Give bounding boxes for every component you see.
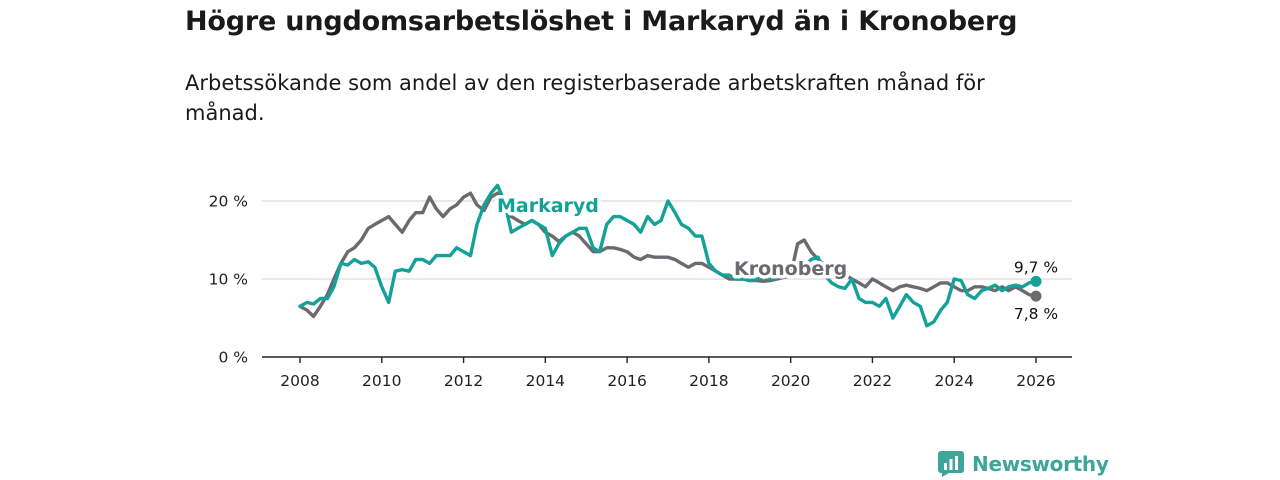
y-axis-ticks: 0 % 10 % 20 %: [209, 193, 248, 367]
end-label-markaryd: 9,7 %: [1014, 258, 1058, 276]
series-labels: 9,7 %7,8 %MarkarydMarkarydKronobergKrono…: [494, 192, 1059, 324]
x-tick-label: 2008: [280, 372, 319, 390]
y-tick-label: 10 %: [209, 271, 248, 289]
x-tick-label: 2012: [444, 372, 483, 390]
x-tick-label: 2010: [362, 372, 401, 390]
chart-title: Högre ungdomsarbetslöshet i Markaryd än …: [185, 6, 1018, 37]
x-tick-label: 2022: [853, 372, 892, 390]
x-tick-label: 2016: [607, 372, 646, 390]
brand-name: Newsworthy: [972, 452, 1109, 476]
bar-chart-icon: [938, 451, 964, 477]
end-label-kronoberg: 7,8 %: [1014, 305, 1058, 323]
end-point-kronoberg: [1030, 290, 1042, 302]
x-axis: 2008 2010 2012 2014 2016 2018 2020 2022 2024 2026: [262, 356, 1072, 390]
y-tick-label: 0 %: [218, 349, 248, 367]
series-line-markaryd: [298, 183, 1038, 328]
x-tick-label: 2026: [1016, 372, 1055, 390]
series-label-markaryd-halo: Markaryd: [497, 195, 599, 217]
x-tick-label: 2018: [689, 372, 728, 390]
series-label-markaryd: Markaryd: [497, 195, 599, 217]
series-lines: [298, 183, 1042, 328]
newsworthy-logo: Newsworthy: [938, 448, 1109, 480]
chart-subtitle: Arbetssökande som andel av den registerb…: [185, 71, 985, 125]
x-tick-label: 2020: [771, 372, 810, 390]
series-label-kronoberg-halo: Kronoberg: [734, 258, 847, 280]
end-point-markaryd: [1030, 275, 1042, 287]
x-tick-label: 2024: [934, 372, 973, 390]
y-tick-label: 20 %: [209, 193, 248, 211]
series-label-kronoberg: Kronoberg: [734, 258, 847, 280]
x-tick-label: 2014: [526, 372, 565, 390]
series-line-kronoberg: [298, 191, 1038, 319]
gridlines: [262, 200, 1072, 280]
